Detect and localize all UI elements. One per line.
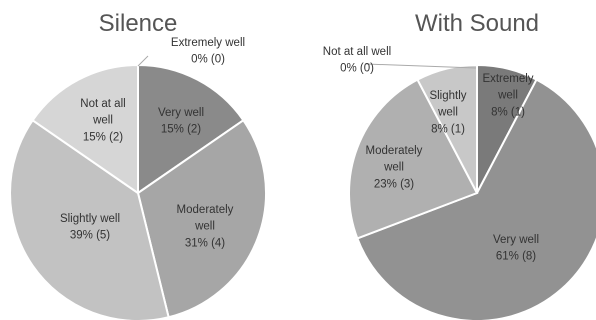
chart-title-silence: Silence: [99, 10, 178, 37]
pie-label-not-at-all-well: Not at all well 15% (2): [80, 98, 125, 143]
pie-chart-with-sound: With Sound Extremely well 8% (1) Very well 6…: [323, 10, 596, 320]
pie-slices-with-sound: [348, 63, 596, 320]
pie-labels-with-sound: Extremely well 8% (1) Very well 61% (8) Moder…: [323, 46, 539, 263]
pie-slice-moderately-well: [136, 118, 267, 319]
pie-slice-moderately-well: [348, 78, 479, 240]
pie-slices-silence: [9, 63, 267, 320]
pie-slice-very-well: [356, 78, 596, 320]
pie-slice-not-at-all-well: [31, 63, 139, 195]
pie-label-very-well: Very well 61% (8): [493, 234, 539, 263]
pie-slice-very-well: [137, 63, 245, 195]
pie-label-slightly-well: Slightly well 8% (1): [429, 90, 466, 135]
pie-labels-silence: Extremely well 0% (0) Very well 15% (2) Mode…: [60, 37, 245, 249]
pie-chart-silence: Silence Extremely well 0% (0) Very well 15%…: [9, 10, 267, 320]
pie-label-extremely-well: Extremely well 8% (1): [482, 73, 533, 118]
pie-label-very-well: Very well 15% (2): [158, 107, 204, 136]
pie-label-moderately-well: Moderately well 23% (3): [366, 145, 423, 190]
pie-label-not-at-all-well: Not at all well 0% (0): [323, 46, 391, 75]
pie-label-slightly-well: Slightly well 39% (5): [60, 213, 120, 242]
pie-leader-line-not-at-all-well: [365, 63, 477, 69]
pie-slice-slightly-well: [9, 118, 170, 320]
pie-label-extremely-well: Extremely well 0% (0): [171, 37, 245, 66]
pie-label-moderately-well: Moderately well 31% (4): [177, 204, 234, 249]
pie-leader-line-extremely-well: [137, 55, 149, 67]
chart-title-with-sound: With Sound: [415, 10, 539, 37]
